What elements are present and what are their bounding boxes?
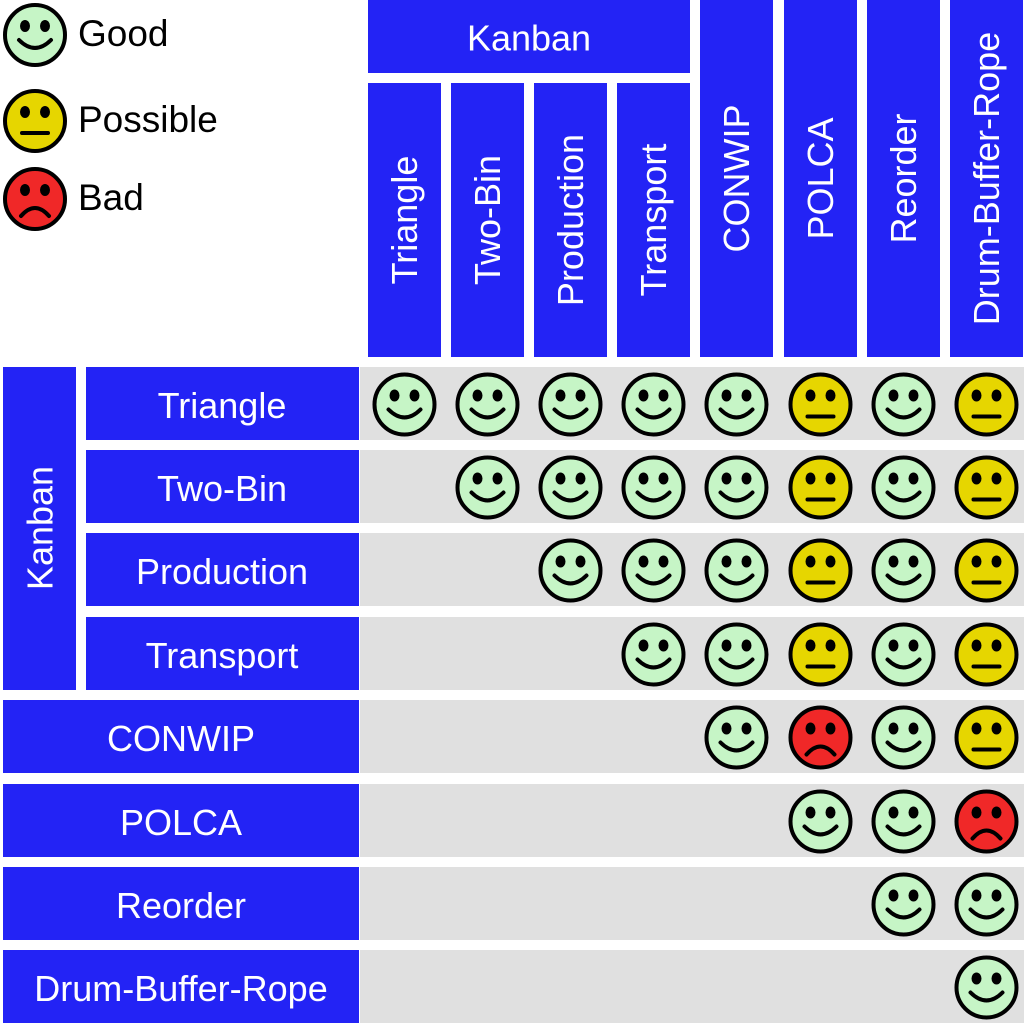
column-header-polca <box>784 0 857 357</box>
column-header-drum-buffer-rope <box>950 0 1023 357</box>
cell-triangle-reorder-good-icon <box>871 372 936 437</box>
cell-conwip-drum-buffer-rope-possible-icon <box>954 705 1019 770</box>
column-label-reorder: Reorder <box>883 113 924 243</box>
cell-triangle-two-bin-good-icon <box>455 372 520 437</box>
row-label-triangle: Triangle <box>158 385 287 426</box>
cell-two-bin-drum-buffer-rope-possible-icon <box>954 455 1019 520</box>
cell-production-polca-possible-icon <box>788 538 853 603</box>
row-header-triangle <box>86 367 359 440</box>
cell-conwip-reorder-good-icon <box>871 705 936 770</box>
cell-transport-conwip-good-icon <box>704 622 769 687</box>
column-label-two-bin: Two-Bin <box>467 155 508 285</box>
cell-transport-drum-buffer-rope-possible-icon <box>954 622 1019 687</box>
cell-polca-reorder-good-icon <box>871 789 936 854</box>
cell-triangle-triangle-good-icon <box>372 372 437 437</box>
cell-two-bin-production-good-icon <box>538 455 603 520</box>
row-label-reorder: Reorder <box>116 885 246 926</box>
column-group-header <box>368 0 690 73</box>
legend-item-bad: Bad <box>2 166 302 231</box>
legend-label-bad: Bad <box>78 177 144 218</box>
cell-triangle-conwip-good-icon <box>704 372 769 437</box>
column-header-conwip <box>700 0 773 357</box>
column-label-transport: Transport <box>633 144 674 297</box>
column-label-production: Production <box>550 134 591 306</box>
cell-polca-polca-good-icon <box>788 789 853 854</box>
column-header-production <box>534 83 607 357</box>
legend-label-good: Good <box>78 13 169 54</box>
cell-triangle-production-good-icon <box>538 372 603 437</box>
row-label-drum-buffer-rope: Drum-Buffer-Rope <box>34 968 327 1009</box>
possible-face-icon <box>3 89 67 153</box>
row-header-production <box>86 533 359 606</box>
cell-two-bin-two-bin-good-icon <box>455 455 520 520</box>
cell-conwip-polca-bad-icon <box>788 705 853 770</box>
good-face-icon <box>3 3 67 67</box>
matrix-row-drum-buffer-rope <box>360 950 1024 1023</box>
cell-triangle-transport-good-icon <box>621 372 686 437</box>
column-label-polca: POLCA <box>800 117 841 239</box>
cell-production-reorder-good-icon <box>871 538 936 603</box>
cell-two-bin-transport-good-icon <box>621 455 686 520</box>
row-label-two-bin: Two-Bin <box>157 468 287 509</box>
cell-reorder-drum-buffer-rope-good-icon <box>954 872 1019 937</box>
cell-reorder-reorder-good-icon <box>871 872 936 937</box>
cell-transport-reorder-good-icon <box>871 622 936 687</box>
cell-production-production-good-icon <box>538 538 603 603</box>
cell-conwip-conwip-good-icon <box>704 705 769 770</box>
column-header-triangle <box>368 83 441 357</box>
cell-triangle-drum-buffer-rope-possible-icon <box>954 372 1019 437</box>
legend-item-good: Good <box>2 2 302 67</box>
row-header-transport <box>86 617 359 690</box>
row-group-label: Kanban <box>20 466 61 590</box>
row-label-transport: Transport <box>146 635 299 676</box>
cell-transport-polca-possible-icon <box>788 622 853 687</box>
column-label-drum-buffer-rope: Drum-Buffer-Rope <box>966 32 1007 325</box>
row-header-drum-buffer-rope <box>3 950 359 1023</box>
row-header-polca <box>3 784 359 857</box>
legend-item-possible: Possible <box>2 88 302 153</box>
cell-production-drum-buffer-rope-possible-icon <box>954 538 1019 603</box>
cell-drum-buffer-rope-drum-buffer-rope-good-icon <box>954 955 1019 1020</box>
row-group-header <box>3 367 76 690</box>
column-label-triangle: Triangle <box>384 156 425 285</box>
column-header-two-bin <box>451 83 524 357</box>
cell-production-conwip-good-icon <box>704 538 769 603</box>
legend-label-possible: Possible <box>78 99 218 140</box>
row-label-polca: POLCA <box>120 802 242 843</box>
cell-triangle-polca-possible-icon <box>788 372 853 437</box>
column-header-reorder <box>867 0 940 357</box>
cell-two-bin-reorder-good-icon <box>871 455 936 520</box>
row-header-reorder <box>3 867 359 940</box>
cell-two-bin-conwip-good-icon <box>704 455 769 520</box>
row-label-production: Production <box>136 551 308 592</box>
row-label-conwip: CONWIP <box>107 718 255 759</box>
bad-face-icon <box>3 167 67 231</box>
column-group-label: Kanban <box>467 18 591 59</box>
row-header-two-bin <box>86 450 359 523</box>
cell-two-bin-polca-possible-icon <box>788 455 853 520</box>
column-header-transport <box>617 83 690 357</box>
row-header-conwip <box>3 700 359 773</box>
column-label-conwip: CONWIP <box>716 105 757 253</box>
cell-transport-transport-good-icon <box>621 622 686 687</box>
cell-polca-drum-buffer-rope-bad-icon <box>954 789 1019 854</box>
cell-production-transport-good-icon <box>621 538 686 603</box>
